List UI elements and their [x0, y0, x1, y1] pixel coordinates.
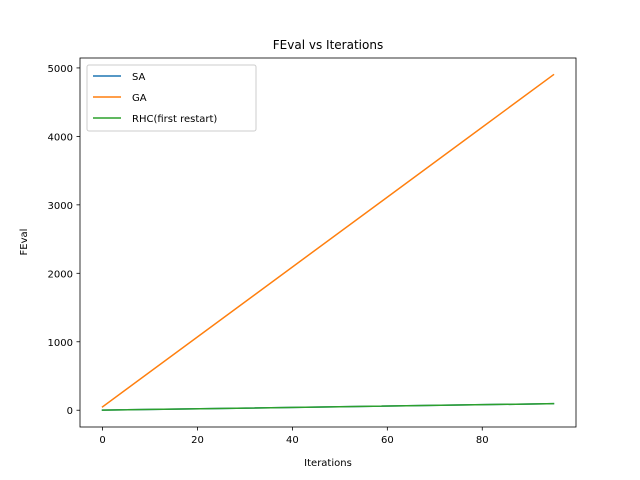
y-tick-label-3: 3000	[48, 201, 73, 212]
x-tick-label-1: 20	[191, 435, 204, 446]
y-axis-label: FEval	[19, 229, 30, 256]
x-axis-label: Iterations	[304, 458, 352, 469]
y-tick-label-1: 1000	[48, 338, 73, 349]
axes-frame	[79, 57, 577, 428]
x-tick-label-2: 40	[286, 435, 299, 446]
x-axis-ticks: 0 20 40 60 80	[99, 427, 489, 446]
y-tick-label-4: 4000	[48, 132, 73, 143]
x-tick-label-4: 80	[476, 435, 489, 446]
series-line-2	[101, 402, 555, 411]
y-tick-label-0: 0	[67, 406, 73, 417]
legend-box	[86, 64, 257, 132]
y-axis-ticks: 0 1000 2000 3000 4000 5000	[48, 64, 80, 417]
legend-label-0: SA	[132, 72, 146, 83]
y-tick-label-2: 2000	[48, 269, 73, 280]
x-tick-label-3: 60	[381, 435, 394, 446]
x-tick-label-0: 0	[99, 435, 105, 446]
legend: SA GA RHC(first restart)	[86, 64, 257, 132]
series-line-1	[101, 73, 555, 408]
plot-lines	[101, 73, 555, 411]
chart-title: FEval vs Iterations	[273, 38, 383, 52]
legend-label-1: GA	[132, 93, 147, 104]
legend-label-2: RHC(first restart)	[132, 114, 217, 125]
y-tick-label-5: 5000	[48, 64, 73, 75]
